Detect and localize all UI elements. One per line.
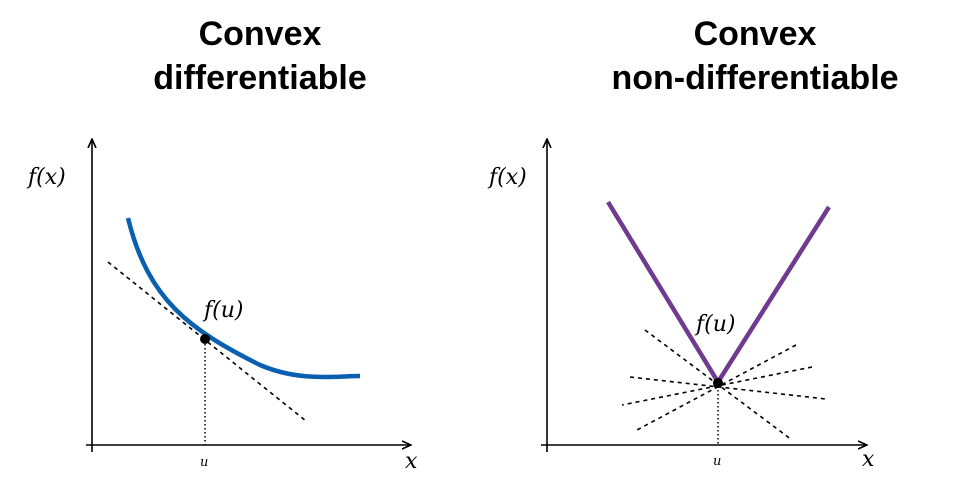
left-tick-label: u [200,455,208,470]
right-tick-label: u [713,454,721,469]
right-y-label: f(x) [487,165,527,190]
right-panel: f(x) x f(u) u [487,140,875,472]
left-panel-title: Convex differentiable [60,12,460,100]
right-title-line2: non-differentiable [611,59,899,97]
right-panel-title: Convex non-differentiable [555,12,955,100]
left-point-label: f(u) [202,298,243,323]
right-abs-curve [606,200,831,387]
left-title-line2: differentiable [153,59,367,97]
left-title-line1: Convex [198,15,322,53]
right-point-marker [713,378,723,388]
right-point-label: f(u) [694,312,735,337]
subgradient-lines [621,329,827,441]
left-tangent-line [107,261,307,422]
left-point-marker [200,334,210,344]
right-title-line1: Convex [693,15,817,53]
left-x-label: x [405,449,418,474]
right-x-label: x [862,447,875,472]
subgradient-line-3 [629,376,827,400]
left-y-label: f(x) [26,165,66,190]
left-convex-curve [125,217,361,380]
left-panel: f(x) x f(u) u [26,140,418,474]
